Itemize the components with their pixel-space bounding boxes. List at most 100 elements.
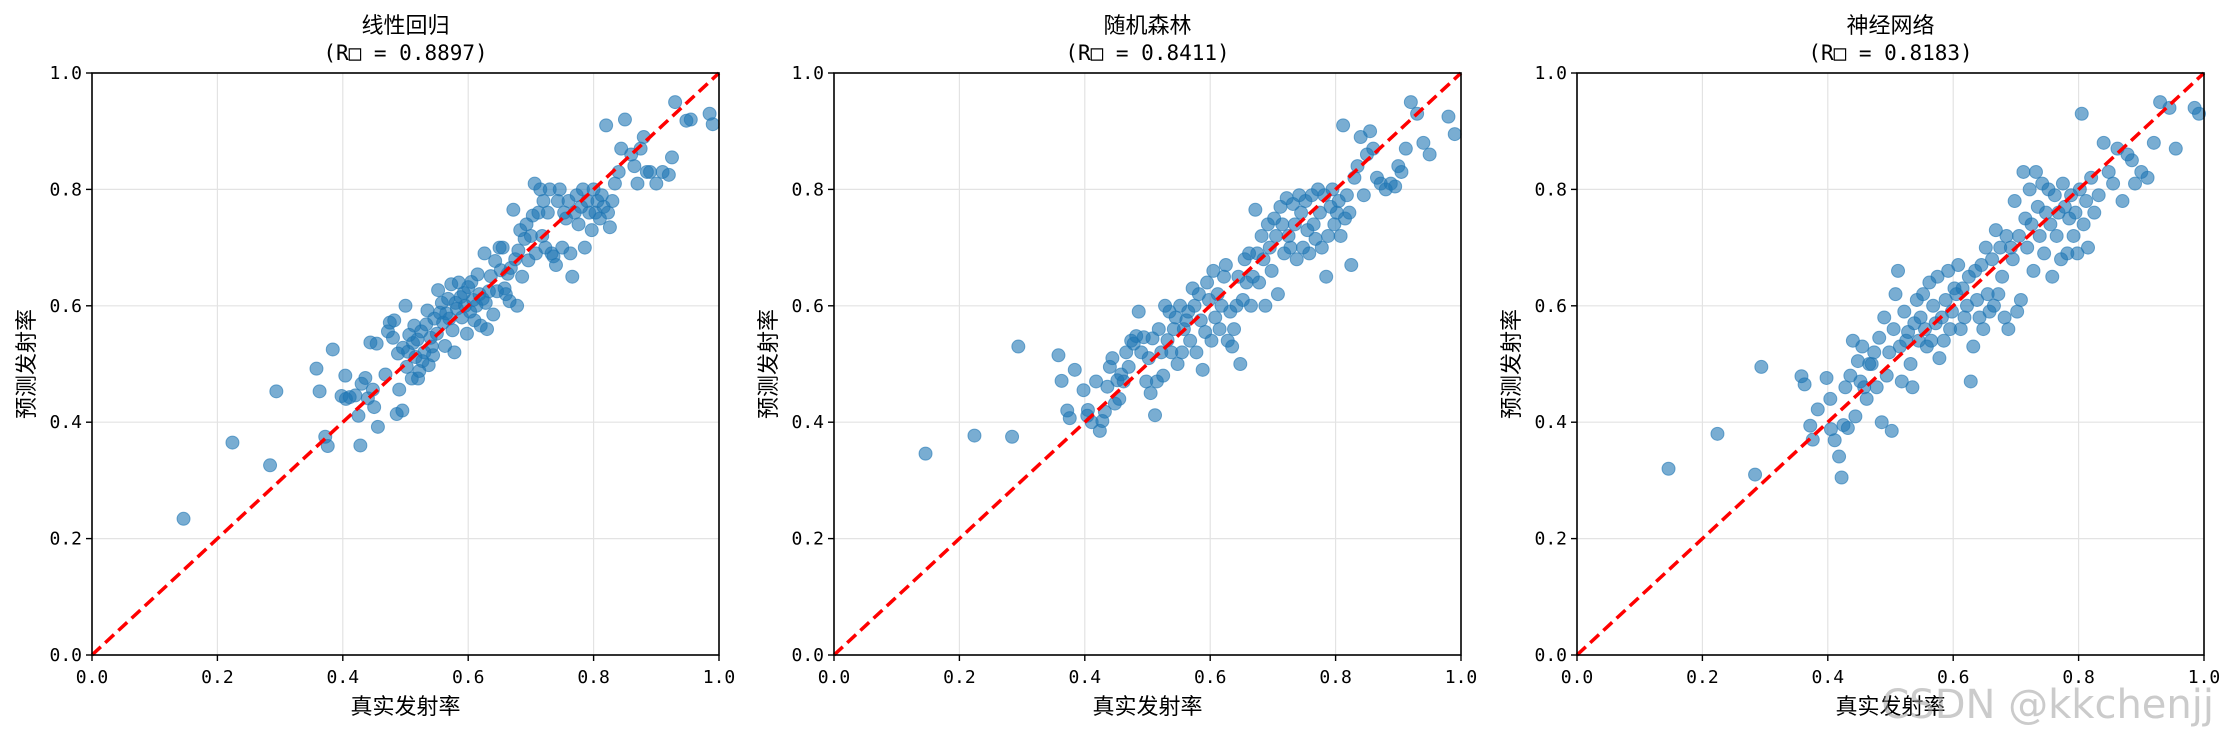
data-point	[1869, 380, 1884, 395]
data-point	[2146, 135, 2161, 150]
data-point	[1974, 258, 1989, 273]
data-point	[1051, 348, 1066, 363]
data-point	[1884, 423, 1899, 438]
data-point	[584, 223, 599, 238]
data-point	[1183, 333, 1198, 348]
data-point	[478, 295, 493, 310]
data-point	[2016, 164, 2031, 179]
data-point	[392, 382, 407, 397]
data-point	[1252, 275, 1267, 290]
data-point	[1287, 217, 1302, 232]
data-point	[536, 194, 551, 209]
data-point	[2013, 292, 2028, 307]
data-point	[1872, 330, 1887, 345]
y-tick-label: 0.2	[49, 529, 82, 550]
data-point	[2012, 228, 2027, 243]
data-point	[470, 267, 485, 282]
data-point	[515, 269, 530, 284]
data-point	[1275, 217, 1290, 232]
data-point	[607, 176, 622, 191]
data-point	[705, 117, 720, 132]
data-point	[918, 446, 933, 461]
data-point	[1976, 322, 1991, 337]
data-point	[630, 176, 645, 191]
data-point	[1388, 179, 1403, 194]
chart-subtitle: (R□ = 0.8411)	[1065, 41, 1229, 65]
data-point	[1256, 252, 1271, 267]
data-point	[2068, 205, 2083, 220]
data-point	[385, 330, 400, 345]
chart-subtitle: (R□ = 0.8897)	[323, 41, 487, 65]
data-point	[1170, 357, 1185, 371]
chart-panel-2: 0.0 0.2 0.4 0.6 0.8 1.0 0.0 0.2 0.4 0.6 0.8 1.0 随机森林…	[757, 14, 1477, 720]
data-point	[1916, 287, 1931, 302]
reference-line	[90, 71, 721, 657]
data-point	[1262, 240, 1277, 255]
data-point	[627, 159, 642, 174]
data-point	[1926, 298, 1941, 313]
data-point	[1156, 368, 1171, 383]
data-point	[2074, 106, 2089, 121]
data-point	[2081, 240, 2096, 255]
data-point	[617, 112, 632, 127]
y-tick-label: 0.4	[49, 412, 82, 433]
data-point	[643, 164, 658, 179]
data-point	[1258, 298, 1273, 313]
data-point	[477, 246, 492, 261]
data-point	[1398, 141, 1413, 156]
data-point	[1321, 228, 1336, 243]
data-point	[1403, 95, 1418, 110]
data-point	[1011, 339, 1026, 354]
data-point	[1838, 380, 1853, 395]
data-point	[1855, 339, 1870, 354]
data-point	[1661, 461, 1676, 476]
data-point	[1810, 402, 1825, 417]
data-point	[1951, 258, 1966, 273]
data-point	[1953, 322, 1968, 337]
data-point	[552, 182, 567, 197]
data-point	[1356, 188, 1371, 203]
data-point	[510, 298, 525, 313]
data-point	[2028, 164, 2043, 179]
data-point	[1864, 357, 1879, 371]
data-point	[1227, 322, 1242, 337]
data-point	[263, 458, 278, 473]
x-tick-label: 0.8	[2062, 667, 2095, 688]
x-tick-label: 0.4	[327, 667, 360, 688]
data-point	[2106, 176, 2121, 191]
data-point	[1089, 374, 1104, 389]
data-point	[1394, 164, 1409, 179]
data-point	[309, 361, 324, 376]
data-point	[1067, 362, 1082, 377]
y-tick-label: 0.2	[791, 529, 824, 550]
axes-frame	[91, 72, 720, 656]
data-point	[2191, 106, 2206, 121]
data-point	[1218, 258, 1233, 273]
data-point	[602, 220, 617, 235]
data-point	[1823, 391, 1838, 406]
data-point	[2140, 170, 2155, 185]
data-point	[967, 428, 982, 443]
data-point	[2038, 205, 2053, 220]
data-point	[2055, 176, 2070, 191]
data-point	[2066, 228, 2081, 243]
x-tick-label: 0.8	[1319, 667, 1352, 688]
data-point	[2037, 246, 2052, 261]
data-point	[2010, 304, 2025, 319]
data-point	[1997, 310, 2012, 325]
data-point	[1243, 298, 1258, 313]
y-tick-label: 0.6	[1534, 296, 1567, 317]
x-tick-label: 0.8	[577, 667, 610, 688]
data-point	[312, 384, 327, 399]
data-point	[1886, 322, 1901, 337]
data-point	[1797, 377, 1812, 392]
data-point	[1966, 339, 1981, 354]
data-point	[480, 322, 495, 337]
data-point	[1905, 380, 1920, 395]
data-point	[1216, 269, 1231, 284]
x-tick-label: 1.0	[703, 667, 736, 688]
data-point	[320, 439, 335, 454]
data-point	[2079, 194, 2094, 209]
data-point	[1174, 345, 1189, 360]
data-point	[1897, 304, 1912, 319]
